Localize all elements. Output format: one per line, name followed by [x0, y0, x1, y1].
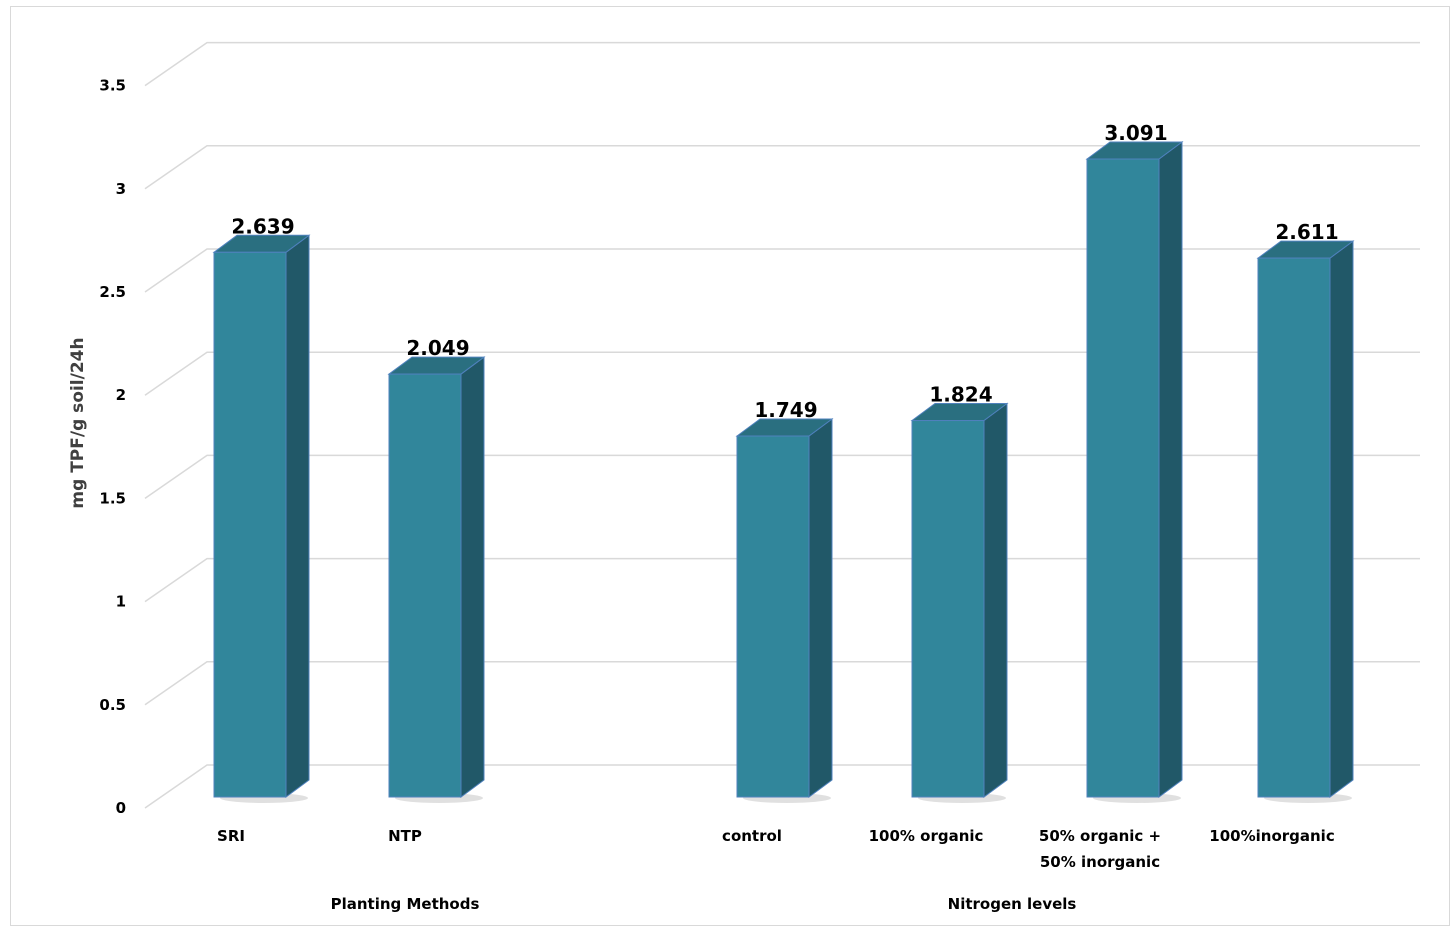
gridline — [144, 351, 1420, 396]
bar-value-label: 2.049 — [406, 336, 469, 360]
category-label: 50% organic +50% inorganic — [1039, 827, 1161, 871]
bar — [736, 435, 810, 798]
y-axis-label: mg TPF/g soil/24h — [68, 337, 88, 508]
y-tick-label: 0 — [116, 799, 126, 817]
category-labels: SRI NTP control 100% organic 50% organic +50… — [217, 827, 1335, 871]
y-tick-label: 0.5 — [99, 696, 126, 714]
bar-value-label: 1.824 — [929, 383, 992, 407]
y-tick-label: 2 — [116, 386, 126, 404]
bars: 2.639 2.049 1.749 1.824 3.091 2.611 — [212, 121, 1355, 803]
bar-value-label: 2.639 — [231, 214, 294, 238]
group-label: Nitrogen levels — [948, 895, 1077, 913]
bar-value-label: 2.611 — [1275, 220, 1338, 244]
gridlines — [144, 41, 1420, 809]
bar — [1086, 158, 1160, 798]
category-label: control — [722, 827, 782, 845]
bar — [388, 373, 462, 798]
gridline — [144, 454, 1420, 500]
gridline — [144, 557, 1420, 603]
bar-value-label: 1.749 — [754, 398, 817, 422]
bar-side — [983, 402, 1008, 798]
bar-value-label: 3.091 — [1104, 121, 1167, 145]
bar-side — [808, 418, 833, 798]
y-tick-label: 1 — [116, 593, 126, 611]
y-tick-label: 3 — [116, 180, 126, 198]
gridline — [144, 41, 1420, 87]
y-tick-label: 3.5 — [99, 77, 126, 95]
category-label: SRI — [217, 827, 245, 845]
bar — [213, 251, 287, 798]
y-tick-label: 1.5 — [99, 489, 126, 507]
bar — [1257, 257, 1331, 798]
bar-side — [1329, 240, 1354, 798]
gridline — [144, 248, 1420, 293]
bar-side — [1158, 141, 1183, 798]
chart-frame — [10, 6, 1450, 926]
category-label: NTP — [388, 827, 422, 845]
category-label: 100%inorganic — [1209, 827, 1334, 845]
group-labels: Planting Methods Nitrogen levels — [331, 895, 1077, 913]
gridline — [144, 145, 1420, 190]
gridline — [144, 764, 1420, 809]
y-tick-label: 2.5 — [99, 283, 126, 301]
bar-side — [460, 356, 485, 798]
bar — [911, 420, 985, 798]
gridline — [144, 661, 1420, 706]
category-label: 100% organic — [869, 827, 984, 845]
group-label: Planting Methods — [331, 895, 480, 913]
bar-side — [285, 234, 310, 798]
y-axis-ticks: 0 0.5 1 1.5 2 2.5 3 3.5 — [99, 77, 126, 817]
